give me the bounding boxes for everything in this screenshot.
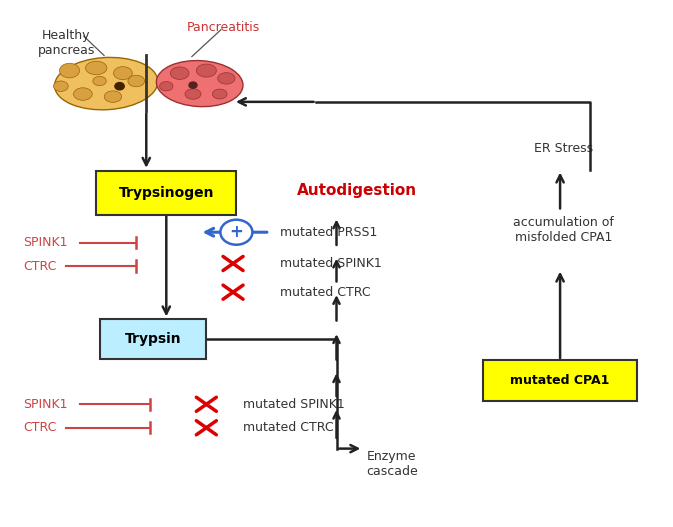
Ellipse shape	[54, 81, 68, 91]
Text: mutated CTRC: mutated CTRC	[280, 286, 370, 299]
Ellipse shape	[55, 57, 158, 110]
Ellipse shape	[59, 63, 79, 78]
Text: SPINK1: SPINK1	[23, 398, 67, 411]
Text: Enzyme
cascade: Enzyme cascade	[367, 450, 419, 479]
Ellipse shape	[73, 88, 92, 100]
Circle shape	[220, 220, 252, 245]
Text: CTRC: CTRC	[23, 260, 56, 272]
Ellipse shape	[156, 61, 243, 106]
FancyBboxPatch shape	[483, 360, 637, 401]
Ellipse shape	[197, 64, 216, 77]
Text: ER Stress: ER Stress	[534, 142, 593, 155]
Ellipse shape	[213, 89, 227, 99]
Ellipse shape	[85, 61, 107, 75]
Circle shape	[115, 83, 125, 90]
Text: mutated PRSS1: mutated PRSS1	[280, 226, 377, 239]
Ellipse shape	[160, 82, 173, 91]
Text: CTRC: CTRC	[23, 421, 56, 434]
Ellipse shape	[185, 89, 201, 99]
Text: Healthy
pancreas: Healthy pancreas	[38, 29, 95, 57]
Circle shape	[189, 82, 197, 89]
Text: Trypsinogen: Trypsinogen	[118, 186, 214, 200]
Ellipse shape	[128, 75, 145, 87]
Text: mutated CPA1: mutated CPA1	[510, 374, 610, 387]
Text: +: +	[229, 223, 244, 241]
FancyBboxPatch shape	[100, 319, 207, 359]
Ellipse shape	[104, 91, 122, 102]
Text: Trypsin: Trypsin	[125, 332, 181, 346]
Ellipse shape	[114, 66, 133, 80]
Ellipse shape	[170, 67, 189, 80]
Text: Autodigestion: Autodigestion	[297, 183, 417, 198]
Text: SPINK1: SPINK1	[23, 236, 67, 249]
Ellipse shape	[93, 76, 106, 86]
Text: mutated CTRC: mutated CTRC	[243, 421, 334, 434]
Ellipse shape	[217, 73, 235, 84]
Text: mutated SPINK1: mutated SPINK1	[243, 398, 345, 411]
Text: Pancreatitis: Pancreatitis	[186, 21, 260, 34]
FancyBboxPatch shape	[96, 171, 236, 215]
Text: mutated SPINK1: mutated SPINK1	[280, 257, 382, 270]
Text: accumulation of
misfolded CPA1: accumulation of misfolded CPA1	[513, 216, 614, 243]
